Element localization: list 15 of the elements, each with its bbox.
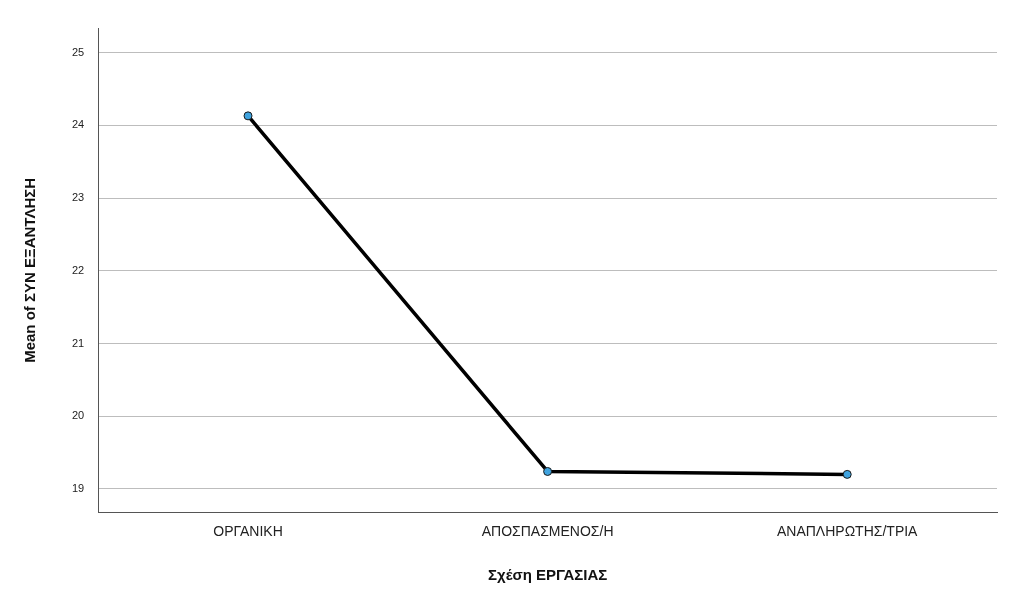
- x-tick-label: ΑΠΟΣΠΑΣΜΕΝΟΣ/Η: [481, 523, 614, 540]
- y-tick-label: 22: [71, 263, 85, 276]
- y-axis-title: Mean of ΣΥΝ ΕΞΑΝΤΛΗΣΗ: [21, 177, 39, 363]
- y-tick-label: 20: [71, 409, 85, 422]
- x-tick-label: ΑΝΑΠΛΗΡΩΤΗΣ/ΤΡΙΑ: [776, 523, 919, 540]
- y-tick-label: 25: [71, 45, 85, 58]
- point: [243, 111, 253, 121]
- y-tick-label: 23: [71, 191, 85, 204]
- point: [842, 469, 852, 479]
- y-tick-label: 24: [71, 118, 85, 131]
- y-tick-label: 21: [71, 336, 85, 349]
- y-tick-label: 19: [71, 481, 85, 494]
- x-tick-label: ΟΡΓΑΝΙΚΗ: [213, 523, 283, 540]
- x-axis-title: Σχέση ΕΡΓΑΣΙΑΣ: [488, 566, 608, 584]
- point: [543, 466, 553, 476]
